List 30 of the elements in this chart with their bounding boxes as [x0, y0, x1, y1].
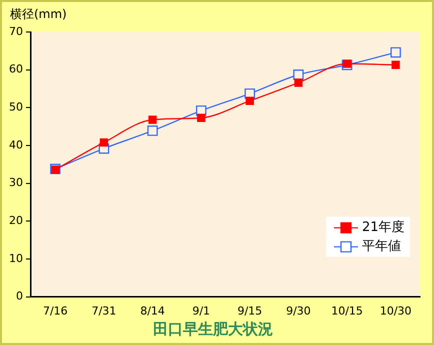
point	[392, 60, 400, 70]
legend-label: 21年度	[362, 219, 405, 236]
legend-label: 平年値	[362, 239, 401, 254]
y-axis-title: 横径(mm)	[10, 7, 67, 22]
x-tick-label: 7/16	[42, 304, 68, 318]
y-tick-label: 20	[8, 214, 23, 227]
point	[147, 126, 158, 136]
x-tick-label: 9/1	[192, 304, 210, 318]
x-tick-label: 9/30	[286, 304, 311, 318]
x-tick-label: 10/15	[331, 304, 363, 318]
point	[197, 114, 206, 122]
point	[342, 60, 352, 68]
y-tick-label: 60	[8, 62, 23, 76]
point	[148, 116, 157, 124]
point	[293, 70, 304, 80]
point	[390, 47, 401, 58]
y-tick-label: 30	[8, 176, 23, 190]
point	[294, 78, 303, 87]
point	[246, 96, 254, 105]
x-tick-label: 8/14	[140, 304, 165, 318]
x-tick-label: 10/30	[380, 304, 412, 318]
y-tick-label: 40	[8, 138, 23, 152]
text: 田口早生肥大状況	[153, 320, 273, 338]
y-tick-label: 50	[8, 100, 23, 114]
y-tick-label: 70	[8, 24, 23, 38]
y-tick-label: 0	[16, 290, 23, 303]
y-tick-label: 10	[8, 252, 23, 265]
x-tick-label: 7/31	[92, 304, 116, 318]
point	[100, 138, 108, 147]
x-tick-label: 9/15	[237, 304, 262, 318]
